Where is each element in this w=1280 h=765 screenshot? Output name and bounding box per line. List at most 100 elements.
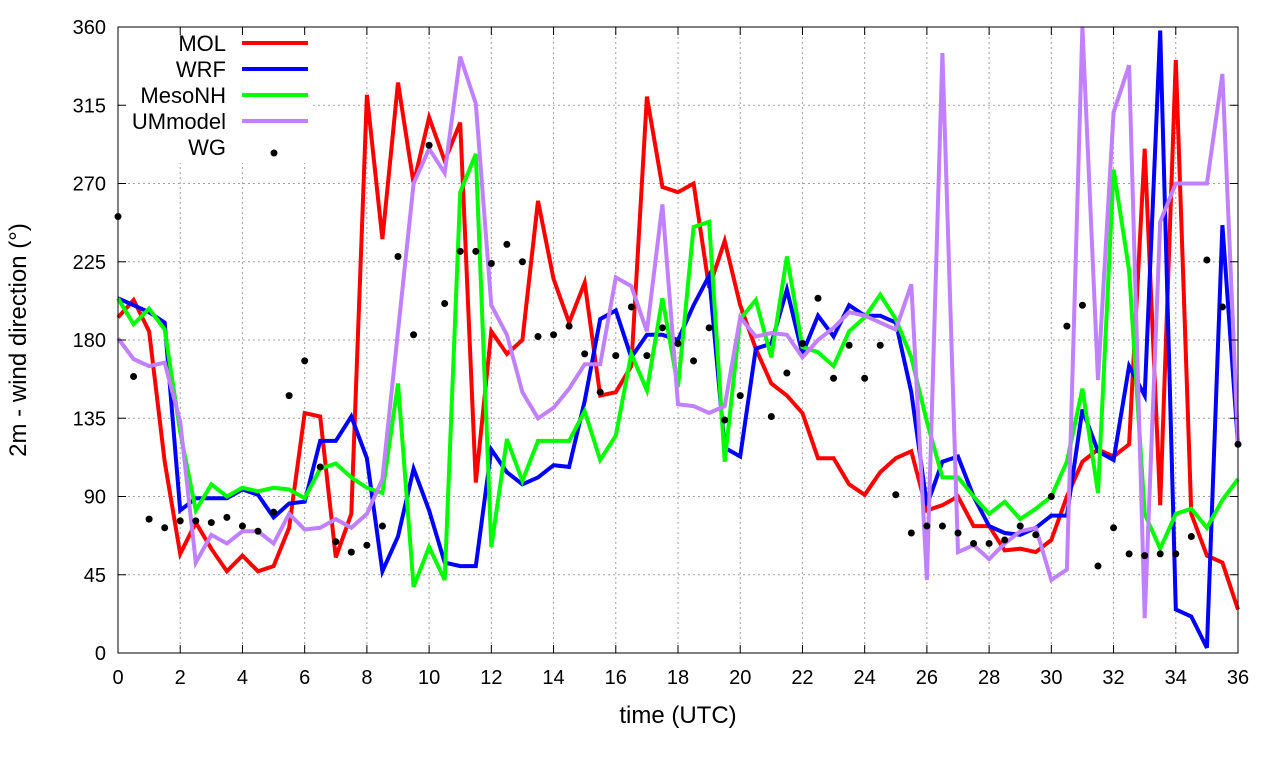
- data-point-wg: [690, 357, 698, 365]
- series-layer: [114, 26, 1242, 649]
- data-point-wg: [830, 374, 838, 382]
- data-point-wg: [907, 529, 915, 537]
- data-point-wg: [316, 463, 324, 471]
- data-point-wg: [892, 491, 900, 499]
- data-point-wg: [767, 413, 775, 421]
- y-tick-label: 180: [73, 330, 106, 352]
- x-tick-label: 10: [418, 667, 440, 689]
- data-point-wg: [347, 548, 355, 556]
- data-point-wg: [487, 259, 495, 267]
- y-tick-label: 270: [73, 174, 106, 196]
- data-point-wg: [705, 324, 713, 332]
- data-point-wg: [596, 388, 604, 396]
- x-tick-label: 6: [299, 667, 310, 689]
- x-tick-label: 24: [854, 667, 876, 689]
- data-point-wg: [581, 350, 589, 358]
- legend-label-ummodel: UMmodel: [132, 109, 226, 134]
- data-point-wg: [1172, 550, 1180, 558]
- x-tick-label: 30: [1040, 667, 1062, 689]
- data-point-wg: [674, 339, 682, 347]
- data-point-wg: [658, 324, 666, 332]
- data-point-wg: [923, 522, 931, 530]
- data-point-wg: [301, 357, 309, 365]
- data-point-wg: [721, 416, 729, 424]
- legend-label-mesonh: MesoNH: [140, 83, 226, 108]
- legend-label-wrf: WRF: [176, 57, 226, 82]
- data-point-wg: [410, 331, 418, 339]
- x-tick-label: 8: [361, 667, 372, 689]
- data-point-wg: [1218, 303, 1226, 311]
- data-point-wg: [270, 508, 278, 516]
- x-tick-label: 20: [729, 667, 751, 689]
- data-point-wg: [176, 517, 184, 525]
- axis-ticks: 0 2 4 6 8 10 12 14 16 18 20 22 24 26 28 30 32 34 360459013…: [73, 17, 1250, 689]
- data-point-wg: [1125, 550, 1133, 558]
- x-axis-label: time (UTC): [619, 702, 736, 729]
- data-point-wg: [1078, 301, 1086, 309]
- data-point-wg: [534, 333, 542, 341]
- x-tick-label: 32: [1102, 667, 1124, 689]
- legend-label-wg: WG: [188, 135, 226, 160]
- data-point-wg: [1032, 531, 1040, 539]
- y-tick-label: 315: [73, 95, 106, 117]
- data-point-wg: [1203, 256, 1211, 264]
- data-point-wg: [192, 517, 200, 525]
- data-point-wg: [876, 341, 884, 349]
- data-point-wg: [550, 331, 558, 339]
- x-tick-label: 28: [978, 667, 1000, 689]
- x-tick-label: 18: [667, 667, 689, 689]
- legend-label-mol: MOL: [178, 31, 226, 56]
- y-tick-label: 360: [73, 17, 106, 39]
- data-point-wg: [1110, 524, 1118, 532]
- data-point-wg: [145, 515, 153, 523]
- data-point-wg: [736, 392, 744, 400]
- data-point-wg: [1063, 322, 1071, 330]
- data-point-wg: [425, 141, 433, 149]
- data-point-wg: [503, 240, 511, 248]
- x-tick-label: 34: [1165, 667, 1187, 689]
- data-point-wg: [985, 539, 993, 547]
- data-point-wg: [518, 258, 526, 266]
- data-point-wg: [394, 253, 402, 261]
- data-point-wg: [565, 322, 573, 330]
- series-line-mol: [116, 59, 1240, 611]
- data-point-wg: [1094, 562, 1102, 570]
- y-tick-label: 45: [84, 565, 106, 587]
- data-point-wg: [285, 392, 293, 400]
- y-tick-label: 90: [84, 487, 106, 509]
- data-point-wg: [814, 294, 822, 302]
- data-point-wg: [845, 341, 853, 349]
- data-point-wg: [1156, 550, 1164, 558]
- x-tick-label: 22: [791, 667, 813, 689]
- x-tick-label: 0: [112, 667, 123, 689]
- data-point-wg: [612, 352, 620, 360]
- data-point-wg: [161, 524, 169, 532]
- data-point-wg: [130, 373, 138, 381]
- series-line-ummodel: [116, 26, 1240, 619]
- data-point-wg: [783, 369, 791, 377]
- data-point-wg: [441, 299, 449, 307]
- data-point-wg: [378, 522, 386, 530]
- y-tick-label: 225: [73, 252, 106, 274]
- data-point-wg: [1016, 522, 1024, 530]
- data-point-wg: [207, 519, 215, 527]
- data-point-wg: [1141, 552, 1149, 560]
- data-point-wg: [363, 541, 371, 549]
- data-point-wg: [627, 303, 635, 311]
- x-tick-label: 14: [542, 667, 564, 689]
- data-point-wg: [472, 247, 480, 255]
- x-tick-label: 36: [1227, 667, 1249, 689]
- data-point-wg: [332, 538, 340, 546]
- x-tick-label: 26: [916, 667, 938, 689]
- data-point-wg: [1001, 536, 1009, 544]
- data-point-wg: [1187, 532, 1195, 540]
- x-tick-label: 16: [605, 667, 627, 689]
- data-point-wg: [970, 539, 978, 547]
- x-tick-label: 2: [175, 667, 186, 689]
- legend-swatch-wg: [270, 149, 278, 157]
- data-point-wg: [798, 339, 806, 347]
- data-point-wg: [238, 522, 246, 530]
- y-tick-label: 135: [73, 408, 106, 430]
